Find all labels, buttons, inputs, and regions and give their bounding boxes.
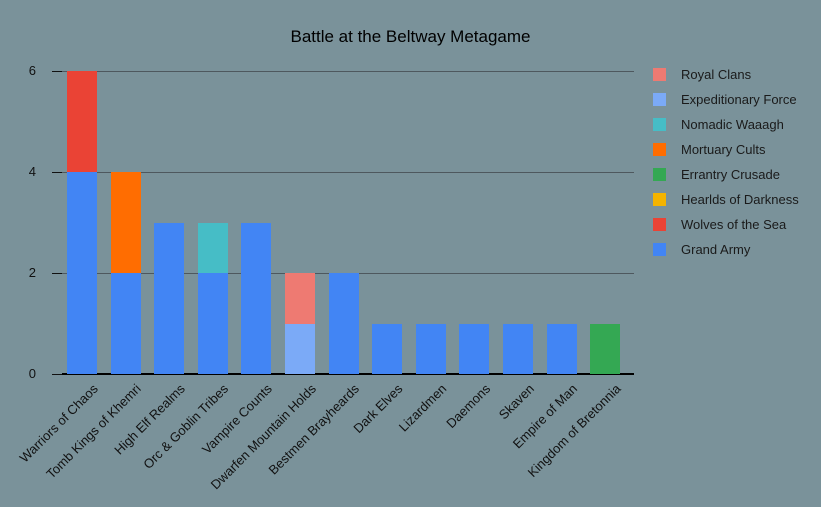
bar-segment xyxy=(546,323,577,374)
bar-segment xyxy=(285,273,315,324)
legend-swatch xyxy=(653,218,666,231)
bar-segment xyxy=(154,222,185,374)
y-axis-tick xyxy=(52,172,62,173)
y-axis-tick xyxy=(52,273,62,274)
legend-label: Expeditionary Force xyxy=(681,92,797,107)
legend-swatch xyxy=(653,168,666,181)
gridline xyxy=(62,71,634,72)
y-axis-tick xyxy=(52,374,62,375)
bar-segment xyxy=(67,172,97,374)
legend-item: Hearlds of Darkness xyxy=(653,187,799,212)
bar-segment xyxy=(372,323,403,374)
bar-segment xyxy=(67,71,97,172)
legend-swatch xyxy=(653,143,666,156)
legend-label: Royal Clans xyxy=(681,67,752,82)
gridline xyxy=(62,172,634,173)
chart-legend: Royal Clans Expeditionary Force Nomadic Wa… xyxy=(653,62,799,262)
legend-label: Mortuary Cults xyxy=(681,142,766,157)
x-axis-category-label: Warriors of Chaos xyxy=(16,381,101,466)
legend-item: Grand Army xyxy=(653,237,799,262)
y-axis-tick-label: 2 xyxy=(28,265,36,280)
legend-item: Mortuary Cults xyxy=(653,137,799,162)
bar-segment xyxy=(328,273,359,374)
bar-segment xyxy=(110,273,141,374)
bar-segment xyxy=(241,222,272,374)
bar-segment xyxy=(503,323,533,374)
legend-label: Errantry Crusade xyxy=(681,167,780,182)
legend-item: Wolves of the Sea xyxy=(653,212,799,237)
chart-title: Battle at the Beltway Metagame xyxy=(290,27,531,46)
x-axis-baseline xyxy=(62,373,634,375)
legend-label: Wolves of the Sea xyxy=(681,217,787,232)
legend-label: Nomadic Waaagh xyxy=(681,117,784,132)
x-axis-category-label: Skaven xyxy=(495,381,537,423)
y-axis-tick xyxy=(52,71,62,72)
legend-swatch xyxy=(653,193,666,206)
legend-item: Nomadic Waaagh xyxy=(653,112,799,137)
x-axis-category-label: Daemons xyxy=(443,381,494,431)
legend-label: Grand Army xyxy=(681,242,751,257)
bar-segment xyxy=(459,323,490,374)
legend-swatch xyxy=(653,68,666,81)
y-axis-tick-label: 4 xyxy=(28,164,36,179)
legend-swatch xyxy=(653,118,666,131)
bar-segment xyxy=(110,172,141,273)
legend-swatch xyxy=(653,93,666,106)
bar-segment xyxy=(285,323,315,374)
legend-item: Errantry Crusade xyxy=(653,162,799,187)
bar-segment xyxy=(415,323,446,374)
y-axis-tick-label: 6 xyxy=(28,63,36,78)
legend-swatch xyxy=(653,243,666,256)
legend-item: Royal Clans xyxy=(653,62,799,87)
bar-segment xyxy=(590,323,621,374)
legend-item: Expeditionary Force xyxy=(653,87,799,112)
legend-label: Hearlds of Darkness xyxy=(681,192,799,207)
bar-segment xyxy=(197,222,228,273)
bar-segment xyxy=(197,273,228,374)
y-axis-tick-label: 0 xyxy=(28,366,36,381)
